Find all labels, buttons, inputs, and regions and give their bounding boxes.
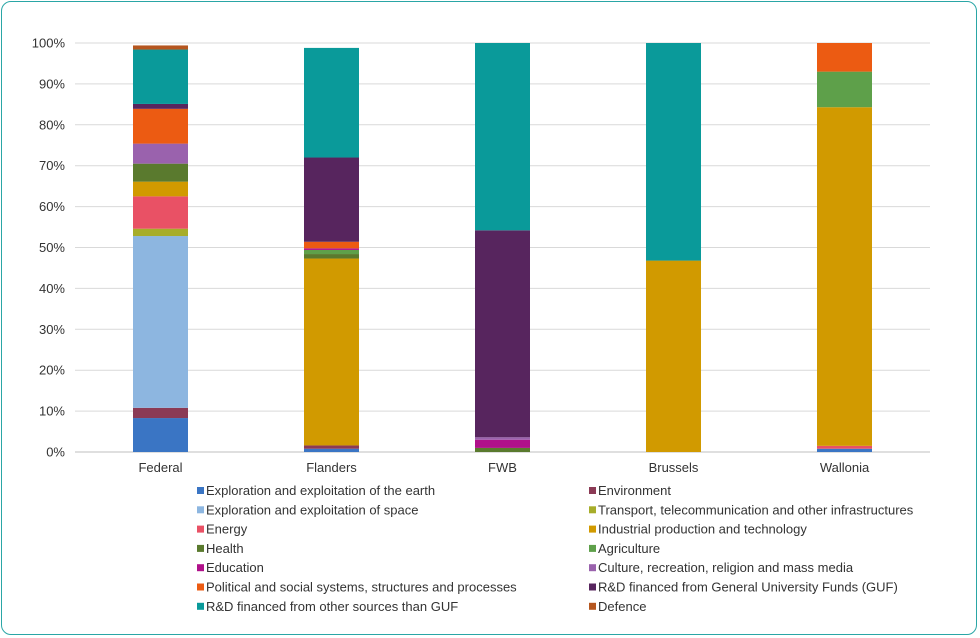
legend-swatch [589,506,596,514]
bar-segment [475,437,530,440]
bar-segment [304,254,359,259]
bar-segment [817,71,872,108]
legend-label: Culture, recreation, religion and mass m… [598,560,854,575]
y-tick-label: 20% [39,363,65,378]
legend-label: Transport, telecommunication and other i… [598,502,914,517]
y-tick-label: 60% [39,199,65,214]
legend-swatch [589,525,596,533]
legend-label: Defence [598,599,646,614]
legend-label: Energy [206,522,248,537]
x-axis-categories: Federal Flanders FWB Brussels Wallonia [138,460,869,475]
bar-segment [133,108,188,144]
legend-swatch [197,487,204,494]
bar-segment [475,230,530,438]
bar-segment [133,228,188,237]
bars [133,43,872,452]
legend-label: Exploration and exploitation of the eart… [206,483,435,498]
legend-swatch [589,544,596,552]
bar-segment [133,236,188,408]
y-tick-label: 10% [39,404,65,419]
legend-swatch [197,506,204,514]
bar-segment [304,448,359,452]
bar-segment [133,418,188,452]
bar-segment [304,241,359,249]
bar-segment [133,181,188,197]
legend: Exploration and exploitation of the eart… [197,483,914,614]
bar-segment [304,47,359,158]
x-category-label: FWB [488,460,517,475]
legend-swatch [197,564,204,572]
bar-segment [133,103,188,109]
y-tick-label: 70% [39,158,65,173]
legend-swatch [197,544,204,552]
bar-segment [304,258,359,446]
bar-segment [133,163,188,182]
bar-segment [475,439,530,448]
legend-label: Education [206,560,264,575]
bar-segment [133,407,188,419]
y-axis-ticks: 0% 10% 20% 30% 40% 50% 60% 70% 80% 90% 100% [32,36,66,460]
bar-segment [304,248,359,250]
legend-swatch [589,487,596,494]
bar-segment [817,43,872,72]
x-category-label: Brussels [649,460,699,475]
y-tick-label: 80% [39,117,65,132]
bar-segment [646,43,701,261]
bar-segment [133,143,188,164]
legend-swatch [589,602,596,610]
legend-swatch [589,564,596,572]
legend-label: Agriculture [598,541,660,556]
bar-segment [304,445,359,449]
bar-segment [133,196,188,229]
bar-segment [304,157,359,242]
bar-segment [817,445,872,449]
legend-label: R&D financed from other sources than GUF [206,599,458,614]
legend-swatch [197,525,204,533]
bar-segment [475,43,530,231]
legend-label: Industrial production and technology [598,522,807,537]
legend-label: Environment [598,483,671,498]
bar-segment [304,249,359,255]
legend-label: Health [206,541,244,556]
y-tick-label: 30% [39,322,65,337]
bar-segment [475,447,530,452]
y-tick-label: 50% [39,240,65,255]
legend-label: R&D financed from General University Fun… [598,580,898,595]
bar-segment [646,260,701,452]
y-tick-label: 0% [46,445,65,460]
bar-segment [817,107,872,446]
legend-swatch [197,602,204,610]
legend-label: Political and social systems, structures… [206,580,517,595]
y-tick-label: 40% [39,281,65,296]
x-category-label: Wallonia [820,460,870,475]
bar-segment [133,45,188,50]
x-category-label: Flanders [306,460,357,475]
legend-swatch [589,583,596,591]
legend-label: Exploration and exploitation of space [206,502,418,517]
y-tick-label: 100% [32,36,66,51]
bar-segment [817,448,872,452]
x-category-label: Federal [138,460,182,475]
legend-swatch [197,583,204,591]
y-tick-label: 90% [39,76,65,91]
bar-segment [133,49,188,104]
